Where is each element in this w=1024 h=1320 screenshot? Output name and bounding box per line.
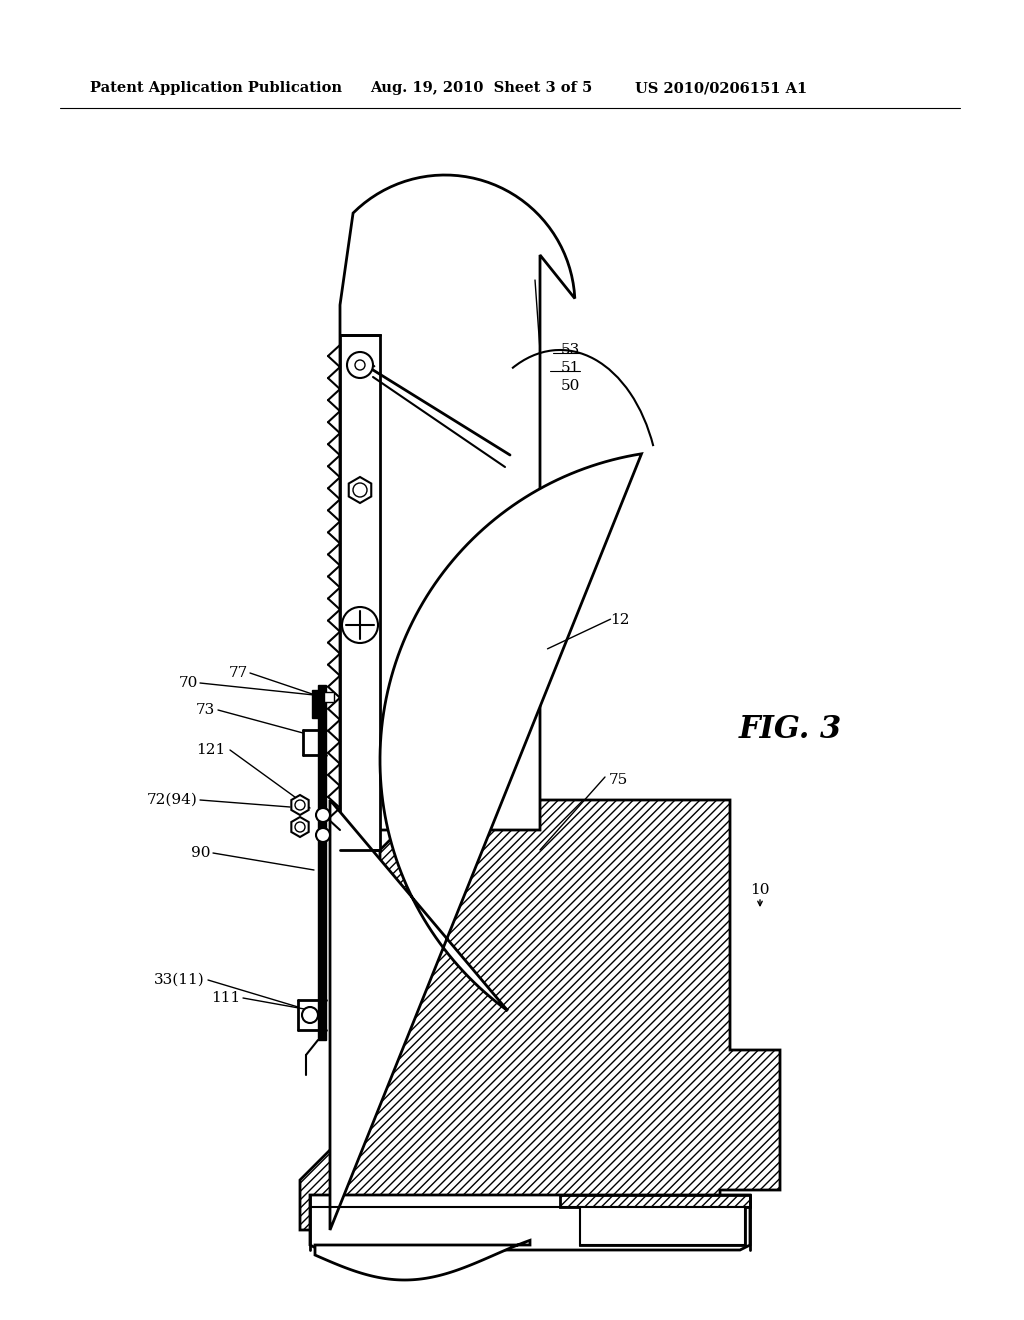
Polygon shape	[300, 800, 780, 1230]
Text: 90: 90	[190, 846, 210, 861]
Circle shape	[342, 607, 378, 643]
Text: 33(11): 33(11)	[155, 973, 205, 987]
Circle shape	[295, 800, 305, 810]
Text: 111: 111	[211, 991, 240, 1005]
Text: 10: 10	[751, 883, 770, 898]
Circle shape	[316, 828, 330, 842]
Text: Aug. 19, 2010  Sheet 3 of 5: Aug. 19, 2010 Sheet 3 of 5	[370, 81, 592, 95]
Text: 75: 75	[608, 774, 628, 787]
Circle shape	[355, 360, 365, 370]
Polygon shape	[315, 1241, 530, 1280]
Text: 12: 12	[610, 612, 630, 627]
Bar	[580, 1206, 745, 1245]
Circle shape	[316, 808, 330, 822]
Circle shape	[347, 352, 373, 378]
Text: 77: 77	[228, 667, 248, 680]
Polygon shape	[340, 335, 380, 850]
Polygon shape	[292, 795, 308, 814]
Polygon shape	[349, 477, 372, 503]
Text: US 2010/0206151 A1: US 2010/0206151 A1	[635, 81, 807, 95]
Circle shape	[302, 1007, 318, 1023]
Circle shape	[353, 483, 367, 498]
Bar	[312, 690, 324, 718]
Text: 51: 51	[560, 360, 580, 375]
Bar	[324, 692, 334, 702]
Text: 72(94): 72(94)	[147, 793, 198, 807]
Polygon shape	[560, 1195, 750, 1245]
Text: 121: 121	[196, 743, 225, 756]
Polygon shape	[310, 1195, 750, 1250]
Polygon shape	[292, 817, 308, 837]
Bar	[318, 685, 326, 1040]
Text: 73: 73	[196, 704, 215, 717]
Polygon shape	[330, 454, 641, 1230]
Text: 50: 50	[560, 379, 580, 393]
Polygon shape	[340, 176, 574, 830]
Text: 53: 53	[560, 343, 580, 356]
Text: FIG. 3: FIG. 3	[738, 714, 842, 746]
Circle shape	[295, 822, 305, 832]
Text: Patent Application Publication: Patent Application Publication	[90, 81, 342, 95]
Text: 70: 70	[178, 676, 198, 690]
